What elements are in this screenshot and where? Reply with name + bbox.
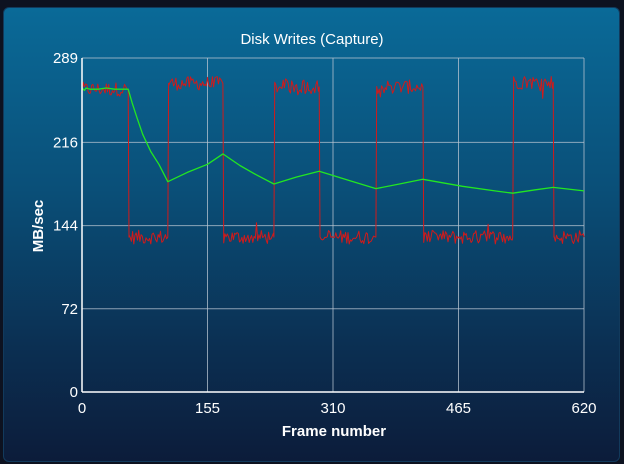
chart-panel [3, 7, 620, 462]
y-tick-label: 289 [53, 50, 78, 67]
x-tick-label: 310 [320, 400, 345, 417]
chart-title: Disk Writes (Capture) [240, 31, 383, 48]
x-tick-label: 155 [195, 400, 220, 417]
x-tick-label: 620 [571, 400, 596, 417]
y-tick-label: 72 [61, 301, 78, 318]
y-tick-label: 0 [70, 384, 78, 401]
grid [82, 57, 585, 392]
tick-labels: 0 155 310 465 620 0 72 144 216 289 [53, 50, 597, 417]
axes [81, 58, 584, 393]
series-raw-line [81, 76, 585, 245]
x-axis-label: Frame number [282, 423, 386, 440]
series-group [81, 76, 585, 245]
x-tick-label: 0 [78, 400, 86, 417]
y-tick-label: 216 [53, 134, 78, 151]
y-axis-label: MB/sec [30, 200, 47, 253]
series-average-line [81, 87, 585, 194]
y-tick-label: 144 [53, 218, 78, 235]
x-tick-label: 465 [446, 400, 471, 417]
